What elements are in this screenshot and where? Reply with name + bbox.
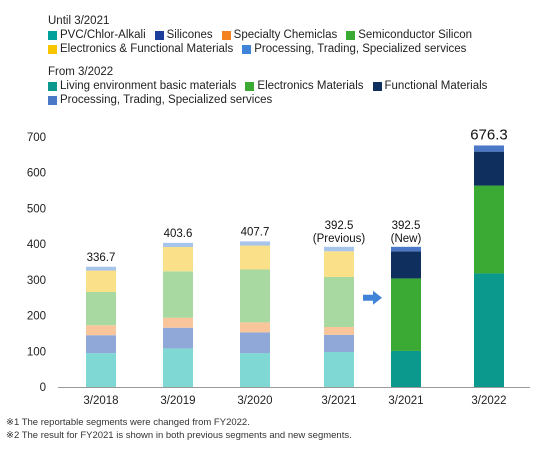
legend-label: Electronics Materials (257, 80, 364, 92)
bar-total-label: 676.3 (470, 126, 508, 143)
legend-label: Processing, Trading, Specialized service… (254, 43, 467, 55)
bar-segment (391, 350, 421, 387)
arrow-right-icon (363, 290, 382, 305)
legend-label: Living environment basic materials (60, 80, 237, 92)
legend-label: Silicones (166, 29, 213, 41)
bar-segment (86, 292, 116, 326)
legend-swatch (245, 81, 255, 91)
legend-swatch (372, 81, 382, 91)
legend-heading: Until 3/2021 (48, 15, 110, 27)
legend-row: Electronics & Functional Materials Proces… (48, 42, 481, 56)
bar-segment (324, 327, 354, 335)
y-tick-label: 300 (27, 275, 46, 287)
legend-until-2021: Until 3/2021 PVC/Chlor-Alkali Silicones Sp… (48, 14, 481, 56)
bar-total-label: 407.7 (241, 226, 270, 238)
y-tick-label: 600 (27, 168, 46, 180)
bar-segment (474, 185, 504, 274)
bar-segment (86, 325, 116, 336)
legend-item: Semiconductor Silicon (346, 28, 472, 42)
legend-label: PVC/Chlor-Alkali (60, 29, 146, 41)
bar-segment (324, 352, 354, 387)
legend-item: PVC/Chlor-Alkali (48, 28, 146, 42)
legend-row: PVC/Chlor-Alkali Silicones Specialty Chemi… (48, 28, 481, 42)
y-tick-label: 0 (40, 382, 46, 394)
bar-segment (391, 278, 421, 351)
bar-segment (324, 251, 354, 277)
footnote-2: ※2 The result for FY2021 is shown in bot… (6, 430, 352, 441)
legend-label: Functional Materials (384, 80, 488, 92)
y-tick-label: 400 (27, 239, 46, 251)
bar-segment (324, 246, 354, 252)
legend-item: Specialty Chemiclas (221, 28, 338, 42)
legend-swatch (242, 44, 252, 54)
legend-from-2022: From 3/2022 Living environment basic mat… (48, 65, 496, 107)
bar-segment (163, 247, 193, 272)
legend-item: Processing, Trading, Specialized service… (48, 93, 272, 107)
x-tick-label: 3/2022 (471, 395, 506, 407)
bar-segment (240, 269, 270, 323)
bar-segment (240, 322, 270, 333)
legend-item: Electronics & Functional Materials (48, 42, 233, 56)
bar-total-label: 392.5 (325, 220, 354, 232)
bar-segment (163, 327, 193, 349)
bar-segment (86, 266, 116, 271)
legend-swatch (48, 30, 57, 40)
bar-segment (163, 242, 193, 247)
y-tick-label: 100 (27, 346, 46, 358)
legend-item: Electronics Materials (245, 79, 364, 93)
bar-segment (86, 270, 116, 292)
legend-swatch (48, 81, 57, 91)
bar-total-label: 392.5 (392, 220, 421, 232)
legend-heading: From 3/2022 (48, 66, 114, 78)
x-tick-label: 3/2019 (160, 395, 195, 407)
bar-segment (163, 348, 193, 387)
x-tick-label: 3/2021 (321, 395, 356, 407)
legend-label: Specialty Chemiclas (233, 29, 338, 41)
y-tick-label: 700 (27, 132, 46, 144)
legend-item: Functional Materials (372, 79, 488, 93)
bar-segment (324, 334, 354, 352)
bar-segment (474, 273, 504, 387)
bar-segment (240, 353, 270, 387)
bar-segment (86, 335, 116, 354)
stacked-bar-chart: 0 100 200 300 400 500 600 700 336.7 3/2018 403.6 3/… (27, 126, 530, 407)
bar-segment (163, 271, 193, 318)
x-tick-label: 3/2021 (388, 395, 423, 407)
legend-label: Semiconductor Silicon (358, 29, 472, 41)
legend-swatch (48, 44, 57, 54)
bar-top-note: (Previous) (313, 233, 366, 245)
bar-segment (86, 353, 116, 387)
legend-swatch (48, 95, 57, 105)
bar-total-label: 336.7 (87, 252, 116, 264)
legend-item: Silicones (154, 28, 213, 42)
legend-row: Processing, Trading, Specialized service… (48, 93, 496, 107)
legend-row: Living environment basic materials Electr… (48, 79, 496, 93)
legend-item: Living environment basic materials (48, 79, 236, 93)
bar-segment (240, 241, 270, 246)
legend-swatch (154, 30, 164, 40)
footnote-1: ※1 The reportable segments were changed … (6, 417, 250, 428)
y-tick-label: 200 (27, 311, 46, 323)
legend-label: Electronics & Functional Materials (60, 43, 234, 55)
bar-segment (324, 277, 354, 327)
bar-top-note: (New) (391, 233, 422, 245)
legend-item: Processing, Trading, Specialized service… (242, 42, 466, 56)
x-tick-label: 3/2020 (237, 395, 272, 407)
legend-swatch (346, 30, 356, 40)
bar-segment (240, 245, 270, 270)
x-tick-label: 3/2018 (83, 395, 118, 407)
legend-swatch (221, 30, 231, 40)
bar-total-label: 403.6 (164, 228, 193, 240)
bar-segment (474, 151, 504, 186)
bar-segment (240, 332, 270, 354)
bar-segment (163, 317, 193, 328)
legend-label: Processing, Trading, Specialized service… (60, 94, 273, 106)
bar-segment (474, 145, 504, 152)
bar-segment (391, 251, 421, 279)
y-tick-label: 500 (27, 203, 46, 215)
bar-segment (391, 246, 421, 252)
